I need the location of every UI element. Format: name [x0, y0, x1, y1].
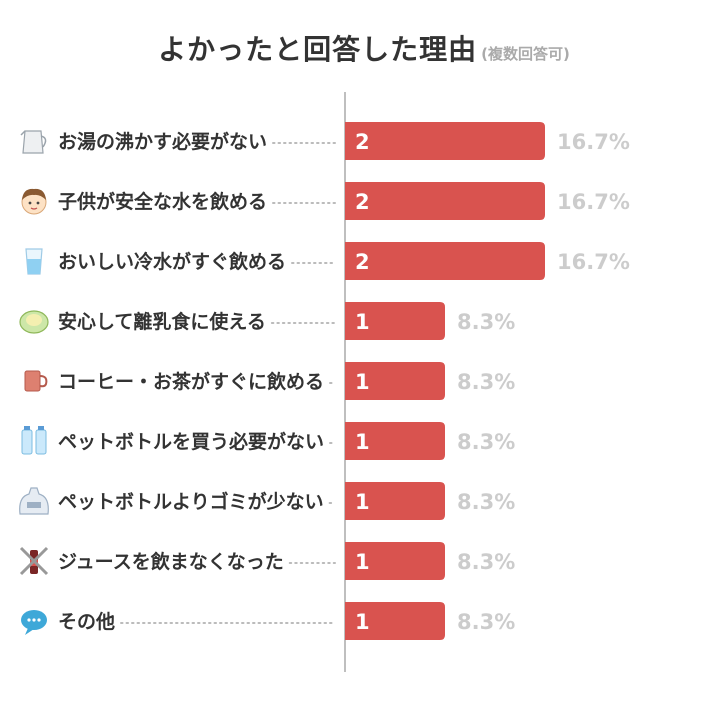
bar-value-label: 2 [355, 250, 370, 274]
category-label: ペットボトルよりゴミが少ない [58, 490, 324, 513]
bar-value-label: 1 [355, 430, 370, 454]
bar [345, 122, 545, 160]
bar [345, 602, 445, 640]
percent-label: 16.7% [557, 250, 630, 274]
baby-food-bowl-icon [19, 310, 49, 334]
garbage-bag-icon [19, 487, 49, 515]
percent-label: 8.3% [457, 490, 515, 514]
child-face-icon [21, 188, 47, 215]
percent-label: 8.3% [457, 610, 515, 634]
bar-value-label: 1 [355, 550, 370, 574]
bar-value-label: 1 [355, 490, 370, 514]
chart-row: 子供が安全な水を飲める 2 16.7% [21, 182, 630, 220]
percent-label: 8.3% [457, 550, 515, 574]
chart-row: ジュースを飲まなくなった 1 8.3% [19, 542, 515, 580]
bar [345, 482, 445, 520]
bar [345, 362, 445, 400]
category-label: お湯の沸かす必要がない [58, 130, 267, 153]
chart-row: おいしい冷水がすぐ飲める 2 16.7% [25, 242, 630, 280]
percent-label: 16.7% [557, 190, 630, 214]
category-label: ペットボトルを買う必要がない [58, 430, 324, 453]
percent-label: 8.3% [457, 430, 515, 454]
water-glass-icon [25, 248, 43, 275]
percent-label: 8.3% [457, 370, 515, 394]
chart-row: ペットボトルよりゴミが少ない 1 8.3% [19, 482, 515, 520]
chart-row: お湯の沸かす必要がない 2 16.7% [20, 122, 630, 160]
chart-title-block: よかったと回答した理由 (複数回答可) [0, 28, 728, 68]
bar [345, 302, 445, 340]
category-label: その他 [58, 610, 115, 633]
percent-label: 16.7% [557, 130, 630, 154]
bar [345, 242, 545, 280]
percent-label: 8.3% [457, 310, 515, 334]
chart-title: よかったと回答した理由 [158, 33, 478, 66]
kettle-icon [20, 130, 47, 154]
chart-row: その他 1 8.3% [21, 602, 515, 640]
category-label: ジュースを飲まなくなった [58, 550, 284, 573]
chart-row: ペットボトルを買う必要がない 1 8.3% [21, 422, 515, 460]
chart-row: 安心して離乳食に使える 1 8.3% [19, 302, 515, 340]
bar-value-label: 2 [355, 130, 370, 154]
bar-value-label: 1 [355, 610, 370, 634]
category-label: 安心して離乳食に使える [58, 310, 266, 333]
category-label: おいしい冷水がすぐ飲める [58, 250, 286, 273]
bar-value-label: 2 [355, 190, 370, 214]
speech-bubble-icon [21, 610, 47, 635]
chart-subtitle: (複数回答可) [481, 45, 570, 63]
water-bottles-icon [21, 426, 47, 455]
bar [345, 182, 545, 220]
category-label: コーヒー・お茶がすぐに飲める [58, 370, 324, 393]
coffee-mug-icon [24, 370, 48, 392]
bar [345, 422, 445, 460]
category-label: 子供が安全な水を飲める [58, 190, 267, 213]
chart-row: コーヒー・お茶がすぐに飲める 1 8.3% [24, 362, 515, 400]
no-juice-icon [19, 546, 49, 576]
bar-value-label: 1 [355, 370, 370, 394]
bar [345, 542, 445, 580]
bar-value-label: 1 [355, 310, 370, 334]
